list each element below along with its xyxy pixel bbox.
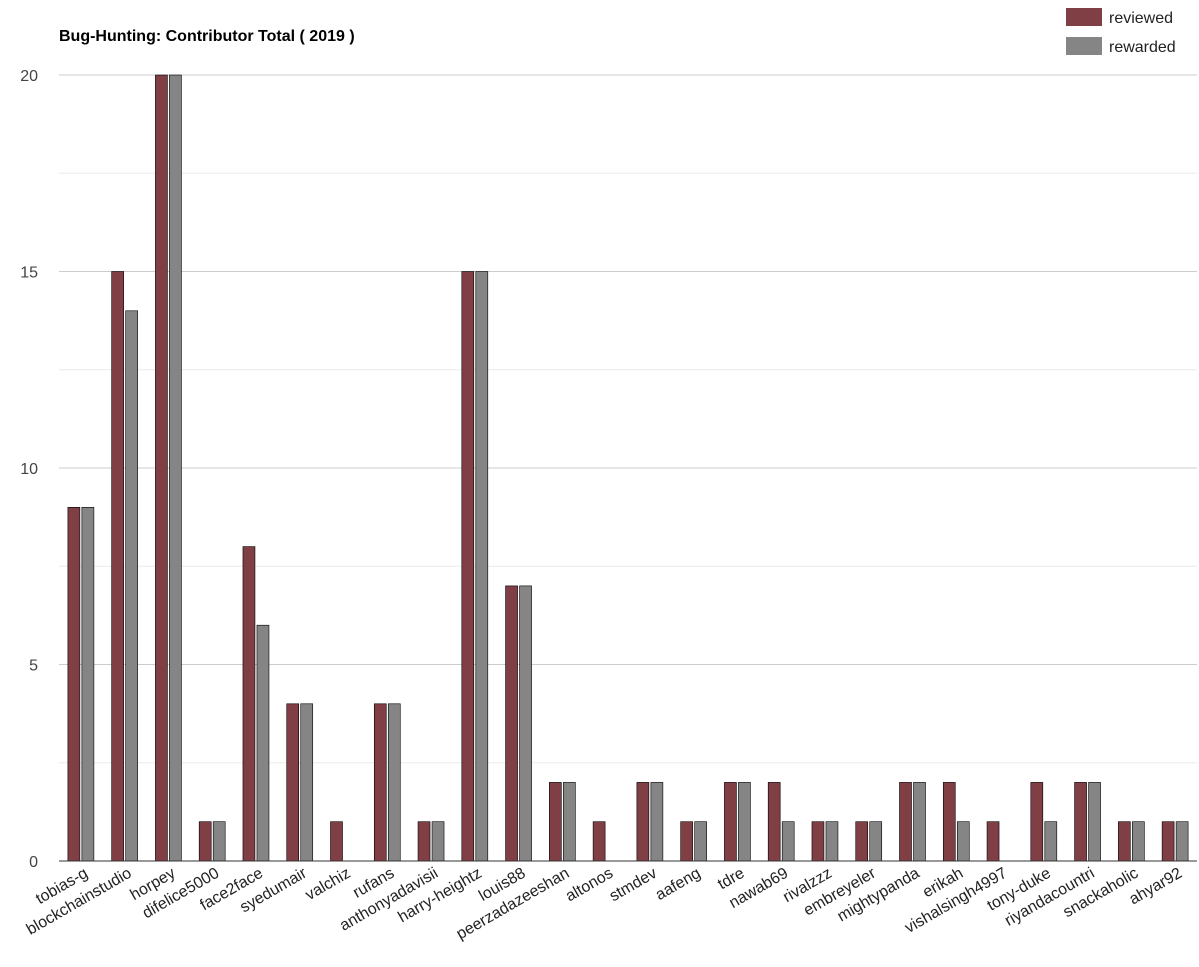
chart-title: Bug-Hunting: Contributor Total ( 2019 ): [59, 28, 355, 45]
bar-reviewed: [461, 271, 475, 862]
bar-rewarded: [825, 821, 839, 862]
legend-label-rewarded: rewarded: [1109, 39, 1176, 56]
bar-rewarded: [781, 821, 795, 862]
x-tick-label: altonos: [563, 865, 616, 906]
bar-reviewed: [286, 703, 300, 862]
bar-reviewed: [899, 782, 912, 862]
bar-rewarded: [738, 782, 751, 862]
bar-reviewed: [1030, 782, 1044, 862]
bar-reviewed: [942, 782, 956, 862]
bar-rewarded: [1132, 821, 1145, 862]
bar-reviewed: [242, 546, 256, 862]
bar-reviewed: [67, 506, 81, 862]
bar-rewarded: [475, 271, 489, 862]
legend: reviewed rewarded: [1066, 8, 1176, 56]
bar-rewarded: [256, 624, 270, 862]
bar-rewarded: [431, 821, 445, 862]
bar-rewarded: [956, 821, 970, 862]
bar-rewarded: [650, 782, 664, 862]
x-tick-label: stmdev: [607, 865, 660, 906]
axes: 05101520tobias-gblockchainstudiohorpeydi…: [20, 68, 1197, 943]
bar-reviewed: [680, 821, 693, 862]
x-tick-label: valchiz: [303, 865, 354, 904]
bar-reviewed: [373, 703, 387, 862]
y-tick-label: 15: [20, 265, 38, 282]
bar-reviewed: [549, 782, 562, 862]
bar-reviewed: [636, 782, 650, 862]
bar-reviewed: [417, 821, 431, 862]
bar-rewarded: [125, 310, 138, 862]
y-tick-label: 10: [20, 461, 38, 478]
bar-reviewed: [592, 821, 606, 862]
bar-rewarded: [1088, 782, 1101, 862]
bar-rewarded: [387, 703, 401, 862]
bar-rewarded: [212, 821, 226, 862]
bar-reviewed: [1074, 782, 1087, 862]
grid-lines: [59, 74, 1197, 764]
bar-reviewed: [855, 821, 869, 862]
x-tick-label: aafeng: [653, 865, 704, 904]
bar-rewarded: [519, 585, 532, 862]
bar-rewarded: [300, 703, 314, 862]
y-tick-label: 5: [29, 658, 38, 675]
bar-reviewed: [330, 821, 343, 862]
bar-rewarded: [913, 782, 926, 862]
bar-reviewed: [724, 782, 737, 862]
bar-reviewed: [1161, 821, 1175, 862]
legend-label-reviewed: reviewed: [1109, 10, 1173, 27]
bar-reviewed: [986, 821, 1000, 862]
bar-reviewed: [505, 585, 518, 862]
bar-reviewed: [111, 271, 124, 862]
bar-reviewed: [767, 782, 781, 862]
bar-reviewed: [1118, 821, 1131, 862]
bar-rewarded: [81, 506, 95, 862]
bar-reviewed: [198, 821, 212, 862]
bar-rewarded: [694, 821, 707, 862]
y-tick-label: 20: [20, 68, 38, 85]
bar-rewarded: [869, 821, 883, 862]
y-tick-label: 0: [29, 854, 38, 871]
bar-reviewed: [155, 74, 168, 862]
bar-rewarded: [1044, 821, 1058, 862]
legend-swatch-reviewed: [1066, 8, 1102, 26]
bar-reviewed: [811, 821, 825, 862]
bar-rewarded: [1175, 821, 1189, 862]
legend-swatch-rewarded: [1066, 37, 1102, 55]
bar-rewarded: [169, 74, 182, 862]
bar-rewarded: [563, 782, 576, 862]
